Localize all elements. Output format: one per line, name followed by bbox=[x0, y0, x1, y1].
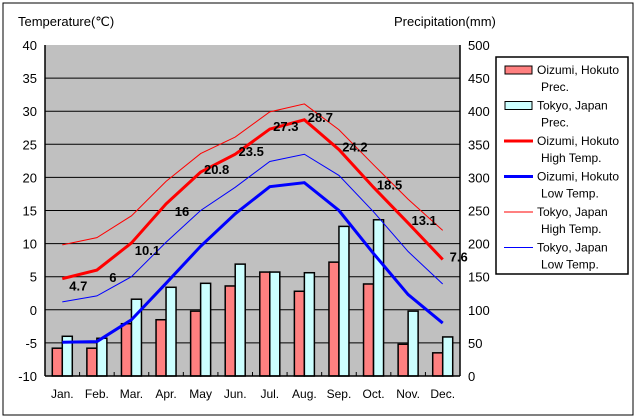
left-tick-label: 30 bbox=[23, 104, 37, 119]
legend-label: High Temp. bbox=[541, 222, 601, 236]
x-tick-label: Jun. bbox=[224, 387, 247, 401]
data-label: 28.7 bbox=[308, 110, 333, 125]
data-label: 10.1 bbox=[135, 243, 160, 258]
bar-oizumi-prec bbox=[293, 290, 306, 377]
legend-swatch bbox=[504, 101, 533, 110]
legend-label: Prec. bbox=[541, 116, 569, 130]
left-tick-label: 20 bbox=[23, 170, 37, 185]
x-tick-label: Oct. bbox=[363, 387, 385, 401]
data-label: 16 bbox=[175, 204, 189, 219]
x-tick-label: Sep. bbox=[327, 387, 352, 401]
x-tick-label: Mar. bbox=[120, 387, 143, 401]
left-tick-label: 5 bbox=[30, 270, 37, 285]
x-tick-label: May bbox=[189, 387, 212, 401]
legend-label: Tokyo, Japan bbox=[537, 99, 608, 113]
data-label: 7.6 bbox=[450, 249, 468, 264]
data-label: 18.5 bbox=[377, 177, 402, 192]
data-label: 6 bbox=[109, 270, 116, 285]
legend-label: Oizumi, Hokuto bbox=[537, 170, 619, 184]
right-tick-label: 150 bbox=[468, 270, 490, 285]
bar-oizumi-prec bbox=[155, 318, 167, 377]
bar-oizumi-prec bbox=[328, 261, 340, 377]
bar-oizumi-prec bbox=[397, 343, 409, 377]
bar-oizumi-prec bbox=[86, 347, 98, 377]
bar-tokyo-prec bbox=[234, 263, 246, 377]
x-tick-label: Feb. bbox=[85, 387, 109, 401]
x-tick-label: Jan. bbox=[51, 387, 74, 401]
x-tick-label: Apr. bbox=[155, 387, 176, 401]
x-tick-label: Dec. bbox=[430, 387, 455, 401]
data-label: 20.8 bbox=[204, 162, 229, 177]
bar-tokyo-prec bbox=[372, 219, 385, 377]
right-tick-label: 100 bbox=[468, 303, 490, 318]
left-tick-label: 35 bbox=[23, 71, 37, 86]
bar-oizumi-prec bbox=[431, 352, 444, 377]
data-label: 13.1 bbox=[411, 213, 436, 228]
data-label: 27.3 bbox=[273, 119, 298, 134]
right-tick-label: 400 bbox=[468, 104, 490, 119]
right-tick-label: 450 bbox=[468, 71, 490, 86]
x-tick-label: Aug. bbox=[292, 387, 317, 401]
legend-label: Prec. bbox=[541, 80, 569, 94]
legend-label: Oizumi, Hokuto bbox=[537, 134, 619, 148]
right-tick-label: 200 bbox=[468, 237, 490, 252]
x-tick-label: Jul. bbox=[260, 387, 279, 401]
left-tick-label: 10 bbox=[23, 237, 37, 252]
right-tick-label: 350 bbox=[468, 137, 490, 152]
left-tick-label: 0 bbox=[30, 303, 37, 318]
bar-oizumi-prec bbox=[51, 347, 64, 377]
bar-tokyo-prec bbox=[407, 310, 419, 377]
right-tick-label: 0 bbox=[468, 369, 475, 384]
left-axis-title: Temperature(℃) bbox=[18, 14, 114, 29]
bar-tokyo-prec bbox=[165, 286, 177, 377]
bar-tokyo-prec bbox=[269, 271, 281, 377]
bar-tokyo-prec bbox=[338, 225, 350, 377]
legend-label: Tokyo, Japan bbox=[537, 205, 608, 219]
left-tick-label: 15 bbox=[23, 204, 37, 219]
bar-oizumi-prec bbox=[189, 310, 202, 377]
line-oizumi-hokuto-low-temp- bbox=[62, 181, 444, 344]
bar-tokyo-prec bbox=[303, 271, 316, 377]
left-tick-label: 40 bbox=[23, 38, 37, 53]
x-tick-label: Nov. bbox=[396, 387, 420, 401]
right-tick-label: 50 bbox=[468, 336, 482, 351]
data-label: 23.5 bbox=[239, 144, 264, 159]
right-axis-title: Precipitation(mm) bbox=[394, 14, 496, 29]
legend-swatch bbox=[504, 65, 533, 75]
data-label: 24.2 bbox=[342, 140, 367, 155]
line-oizumi-hokuto-high-temp- bbox=[61, 118, 444, 281]
legend-label: Low Temp. bbox=[541, 258, 599, 272]
left-tick-label: -5 bbox=[25, 336, 37, 351]
legend-label: Tokyo, Japan bbox=[537, 241, 608, 255]
bar-oizumi-prec bbox=[120, 322, 133, 377]
legend-label: Low Temp. bbox=[541, 187, 599, 201]
legend-label: Oizumi, Hokuto bbox=[537, 63, 619, 77]
legend-box bbox=[495, 56, 629, 275]
bar-oizumi-prec bbox=[259, 271, 271, 377]
right-tick-label: 500 bbox=[468, 38, 490, 53]
bar-tokyo-prec bbox=[96, 337, 108, 377]
bar-tokyo-prec bbox=[199, 282, 212, 377]
right-tick-label: 300 bbox=[468, 170, 490, 185]
line-tokyo-japan-low-temp- bbox=[62, 153, 444, 303]
left-tick-label: 25 bbox=[23, 137, 37, 152]
bar-tokyo-prec bbox=[441, 336, 454, 377]
bar-oizumi-prec bbox=[362, 283, 375, 377]
legend-label: High Temp. bbox=[541, 151, 601, 165]
data-label: 4.7 bbox=[69, 279, 87, 294]
right-tick-label: 250 bbox=[468, 204, 490, 219]
left-tick-label: -10 bbox=[18, 369, 37, 384]
line-tokyo-japan-high-temp- bbox=[62, 103, 444, 246]
bar-oizumi-prec bbox=[224, 285, 236, 377]
